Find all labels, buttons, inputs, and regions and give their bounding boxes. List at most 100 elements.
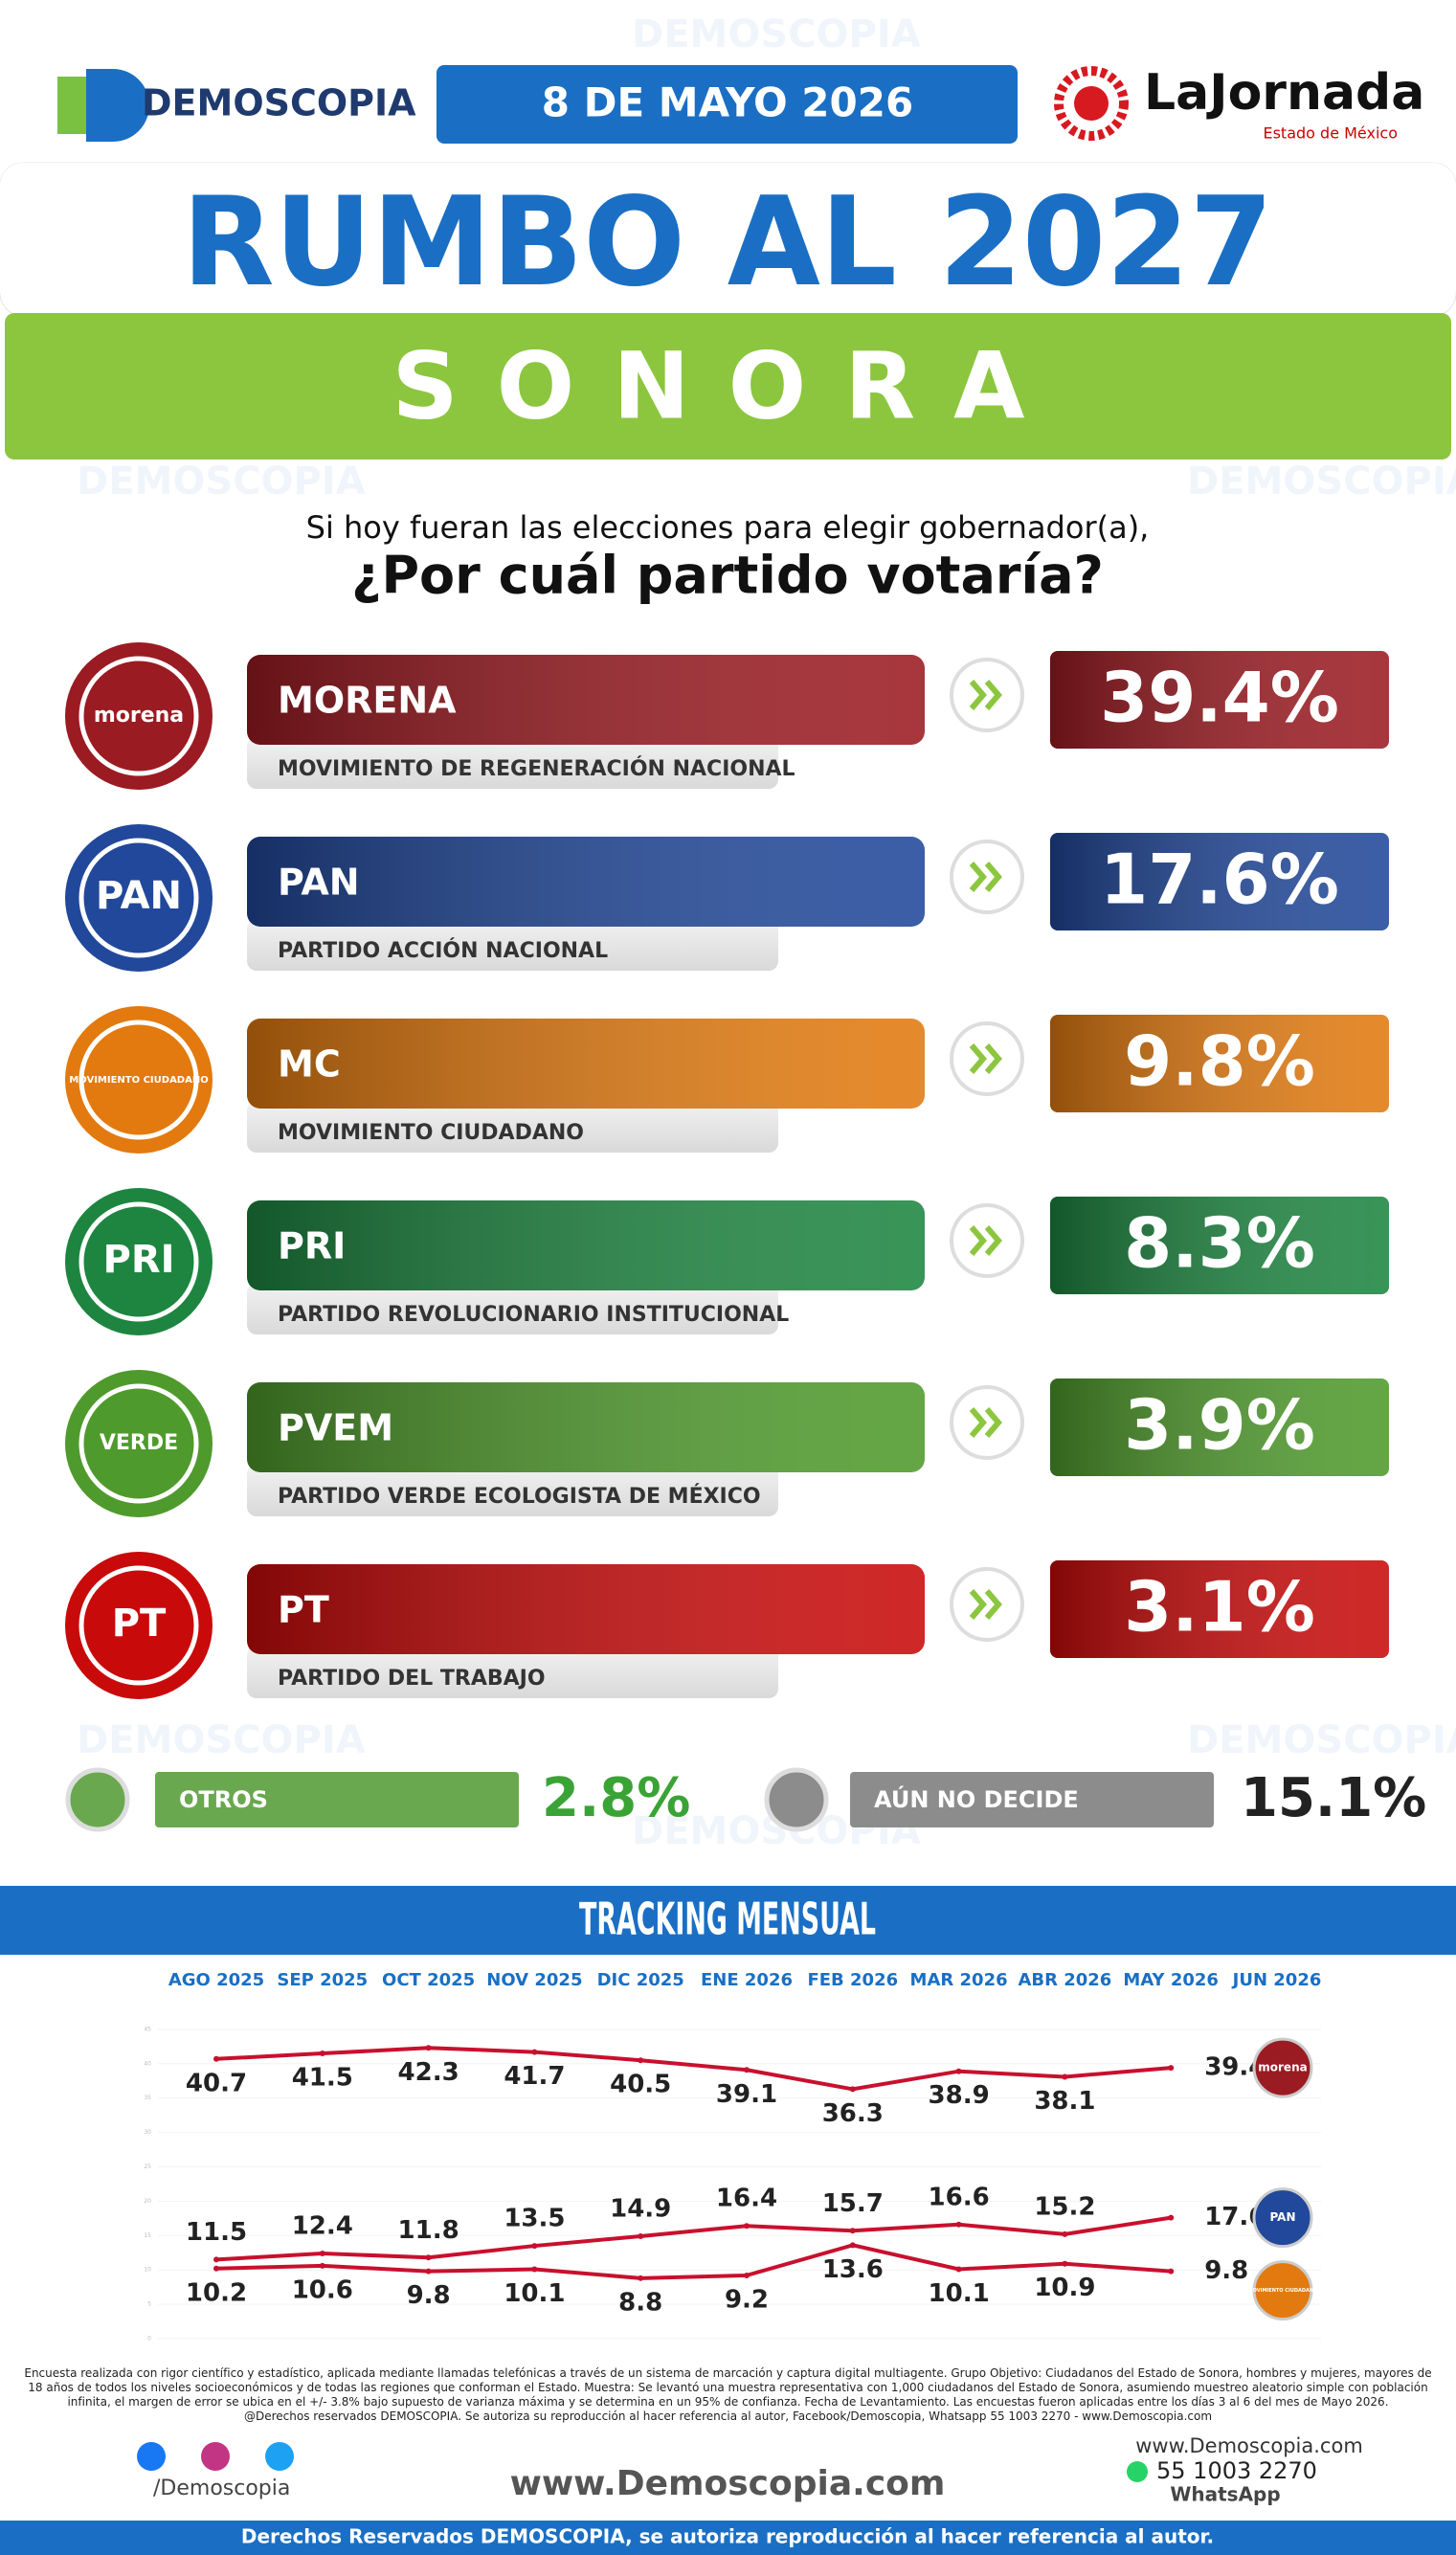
party-logo-inner [78, 656, 199, 776]
y-tick-label: 5 [147, 2301, 151, 2308]
series-point [213, 2265, 219, 2272]
series-point [1168, 2065, 1175, 2072]
bottom-rights: Derechos Reservados DEMOSCOPIA, se autor… [241, 2525, 1214, 2548]
value-label: 9.8 [1204, 2256, 1248, 2285]
value-label: 39.1 [716, 2080, 777, 2109]
party-bar-shine [247, 1564, 925, 1654]
partner-sun-core [1074, 86, 1109, 121]
party-percent: 39.4% [1100, 658, 1339, 738]
question-line2: ¿Por cuál partido votaría? [351, 546, 1104, 606]
others-percent: 2.8% [542, 1767, 690, 1829]
chevron [984, 862, 1002, 892]
party-bar-shine [247, 1200, 925, 1290]
x-tick-label: NOV 2025 [486, 1970, 582, 1990]
x-tick-label: ABR 2026 [1018, 1970, 1111, 1990]
series-point [425, 2045, 432, 2051]
percent-box-shine [1050, 1015, 1389, 1112]
watermark: DEMOSCOPIA [632, 12, 921, 56]
party-logo-text: VERDE [100, 1431, 178, 1455]
value-label: 13.5 [504, 2205, 565, 2233]
party-subbar [247, 1465, 778, 1516]
y-tick-label: 45 [144, 2026, 151, 2032]
value-label: 10.2 [186, 2278, 247, 2307]
y-tick-label: 20 [144, 2198, 151, 2205]
series-point [955, 2068, 962, 2074]
x-tick-label: FEB 2026 [807, 1970, 898, 1990]
series-point [1062, 2260, 1068, 2267]
party-full-name: MOVIMIENTO DE REGENERACIÓN NACIONAL [278, 756, 795, 781]
party-subbar [247, 1101, 778, 1153]
others-label: AÚN NO DECIDE [874, 1784, 1079, 1813]
x-tick-label: SEP 2025 [277, 1970, 368, 1990]
party-logo-inner [78, 1565, 199, 1686]
y-tick-label: 40 [144, 2060, 151, 2067]
partner-sun [1054, 66, 1129, 141]
party-logo-inner [78, 838, 199, 958]
party-percent: 3.1% [1124, 1567, 1315, 1647]
series-point [213, 2055, 219, 2062]
value-label: 41.5 [292, 2064, 353, 2093]
value-label: 10.1 [929, 2279, 990, 2308]
rights-line: @Derechos reservados DEMOSCOPIA. Se auto… [243, 2409, 1213, 2423]
watermark: DEMOSCOPIA [1187, 1718, 1456, 1762]
series-point [425, 2268, 432, 2275]
party-bar-shine [247, 837, 925, 927]
whatsapp-icon [1127, 2461, 1148, 2482]
others-bar [850, 1772, 1214, 1827]
chevron [984, 1043, 1002, 1074]
chevron [969, 1225, 987, 1256]
x-tick-label: OCT 2025 [382, 1970, 475, 1990]
value-label: 12.4 [292, 2211, 353, 2240]
y-tick-label: 30 [144, 2129, 151, 2136]
party-percent: 9.8% [1124, 1021, 1315, 1102]
percent-box-shine [1050, 833, 1389, 930]
methodology: Encuesta realizada con rigor científico … [19, 2366, 1437, 2424]
value-label: 40.7 [186, 2069, 247, 2097]
y-tick-label: 25 [144, 2163, 151, 2170]
series-point [1168, 2214, 1175, 2221]
party-full-name: PARTIDO ACCIÓN NACIONAL [278, 938, 608, 963]
methodology-text: Encuesta realizada con rigor científico … [24, 2366, 1432, 2409]
series-point [1168, 2268, 1175, 2275]
chevron [984, 1225, 1002, 1256]
series-point [319, 2262, 325, 2269]
phone: 55 1003 2270 [1156, 2457, 1317, 2484]
legend-label: PAN [1269, 2210, 1295, 2224]
percent-box-shine [1050, 1197, 1389, 1294]
logo-text: DEMOSCOPIA [142, 82, 416, 124]
series-point [638, 2057, 644, 2064]
value-label: 8.8 [618, 2288, 662, 2317]
chevron [984, 1407, 1002, 1438]
series-point [849, 2086, 856, 2093]
series-point [849, 2242, 856, 2249]
value-label: 36.3 [822, 2099, 884, 2128]
value-label: 9.2 [725, 2285, 769, 2314]
series-point [319, 2051, 325, 2057]
party-name: PT [278, 1589, 329, 1631]
watermark: DEMOSCOPIA [77, 1718, 366, 1762]
x-tick-label: ENE 2026 [701, 1970, 793, 1990]
series-point [955, 2266, 962, 2273]
party-name: MORENA [278, 680, 457, 722]
others-percent: 15.1% [1241, 1767, 1426, 1829]
chevron [969, 680, 987, 710]
party-name: PAN [278, 862, 360, 904]
percent-box-shine [1050, 1378, 1389, 1476]
value-label: 10.9 [1034, 2274, 1095, 2302]
value-label: 38.9 [929, 2081, 990, 2110]
partner-sub: Estado de México [1263, 124, 1398, 143]
series-point [531, 2049, 538, 2055]
social-handle: /Demoscopia [153, 2477, 290, 2500]
legend-icon [1252, 2037, 1313, 2098]
bottom-band [0, 2521, 1456, 2555]
value-label: 42.3 [398, 2058, 459, 2087]
value-label: 13.6 [822, 2255, 884, 2284]
watermark: DEMOSCOPIA [77, 459, 366, 504]
series-point [744, 2067, 750, 2073]
party-bar-shine [247, 655, 925, 745]
value-label: 15.2 [1034, 2192, 1095, 2221]
chevron [984, 680, 1002, 710]
logo-bar [57, 77, 86, 134]
value-label: 11.8 [398, 2216, 459, 2245]
